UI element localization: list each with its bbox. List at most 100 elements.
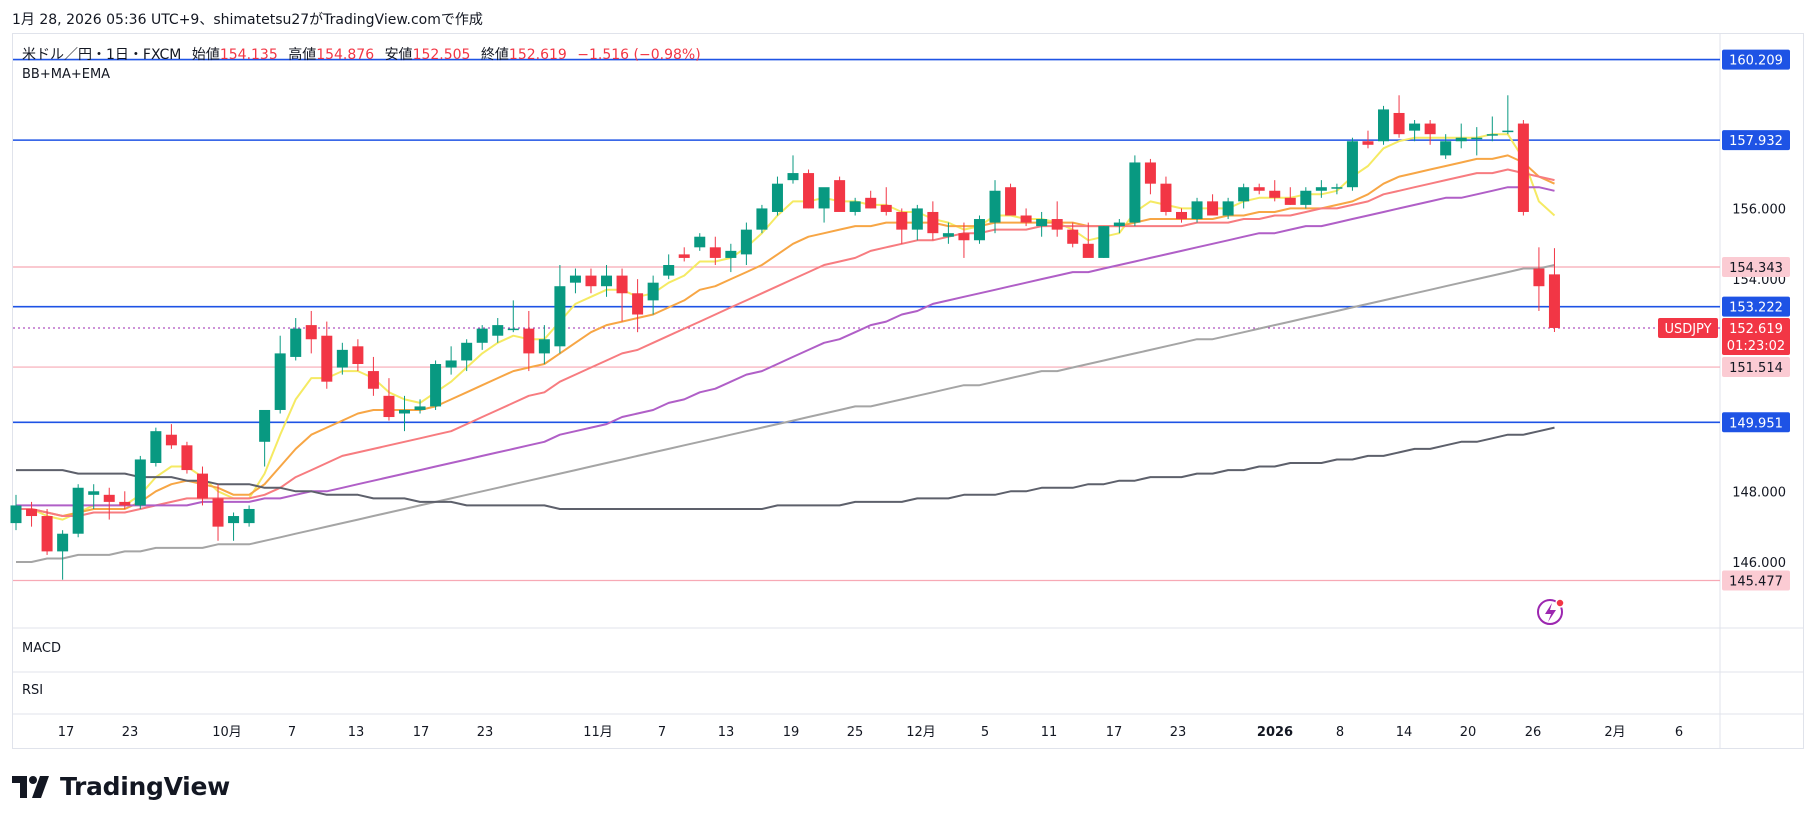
level-tag <box>1722 49 1790 70</box>
high-label: 高値 <box>288 47 317 63</box>
candle-body <box>1051 219 1063 230</box>
candle-body <box>1067 229 1079 244</box>
candle-body <box>523 328 535 354</box>
horizontal-levels <box>13 34 1803 748</box>
x-tick-label: 2月 <box>1604 725 1625 740</box>
candle-body <box>616 275 628 294</box>
candle-body <box>538 339 550 354</box>
candle-body <box>647 282 659 301</box>
x-tick-label: 23 <box>1170 725 1187 740</box>
candle-body <box>663 265 675 276</box>
candle-body <box>1533 268 1545 287</box>
alert-circle <box>1537 599 1563 625</box>
tradingview-brand[interactable]: TradingView <box>12 772 230 801</box>
candle-body <box>150 431 162 463</box>
time-axis: 17 23 10月 7 13 17 23 11月 7 13 19 25 12月 5 11 17 23 2026 8 1… <box>58 725 1683 740</box>
symbol-name[interactable]: 米ドル／円・1日・FXCM <box>22 47 182 63</box>
y-tick-label: 156.000 <box>1732 202 1786 217</box>
x-tick-label: 14 <box>1396 725 1413 740</box>
x-tick-label: 8 <box>1336 725 1344 740</box>
candle-body <box>1331 187 1343 189</box>
candle-body <box>1424 123 1436 135</box>
candle-body <box>41 516 53 552</box>
candle-body <box>1144 162 1156 184</box>
candle-body <box>1253 187 1265 191</box>
ma-line-ma-100 <box>16 264 1555 563</box>
candle-body <box>989 190 1001 223</box>
candle-body <box>896 211 908 230</box>
candle-body <box>787 173 799 181</box>
candle-body <box>290 328 302 357</box>
candle-body <box>740 229 752 255</box>
x-tick-label: 19 <box>783 725 800 740</box>
chart-caption: 1月 28, 2026 05:36 UTC+9、shimatetsu27がTra… <box>12 12 483 28</box>
candle-body <box>1191 201 1203 220</box>
candle-body <box>461 342 473 361</box>
close-value: 152.619 <box>508 47 567 63</box>
candle-body <box>1409 123 1421 131</box>
candle-body <box>1222 201 1234 216</box>
indicator-title[interactable]: BB+MA+EMA <box>22 67 111 82</box>
candle-body <box>1346 141 1358 188</box>
high-value: 154.876 <box>316 47 375 63</box>
chart-frame[interactable] <box>12 33 1804 749</box>
level-tag-label: 151.514 <box>1729 361 1783 376</box>
rsi-pane-label[interactable]: RSI <box>22 683 44 698</box>
candle-body <box>927 211 939 234</box>
candle-body <box>181 445 193 471</box>
x-tick-label: 26 <box>1525 725 1542 740</box>
x-tick-label: 25 <box>847 725 864 740</box>
candle-body <box>26 508 38 517</box>
moving-average-lines <box>16 133 1556 563</box>
brand-name: TradingView <box>60 772 230 801</box>
level-tag-label: 153.222 <box>1729 301 1783 316</box>
candle-body <box>554 286 566 347</box>
candle-body <box>834 180 846 212</box>
candle-body <box>367 371 379 389</box>
candle-body <box>818 187 830 209</box>
lightning-bolt <box>1545 603 1556 622</box>
candle-body <box>1269 190 1281 198</box>
x-tick-label: 10月 <box>212 725 242 740</box>
symbol-tag <box>1658 317 1718 338</box>
candle-body <box>1455 137 1467 142</box>
candle-body <box>352 346 364 364</box>
level-tags: 160.209 157.932 154.343 153.222 151.514 149.9… <box>1537 49 1790 625</box>
symbol-legend[interactable]: 米ドル／円・1日・FXCM 始値154.135 高値154.876 安値152.… <box>22 44 701 64</box>
macd-pane-label[interactable]: MACD <box>22 641 61 656</box>
candle-body <box>10 505 22 524</box>
x-tick-label: 23 <box>122 725 139 740</box>
candle-body <box>1440 141 1452 156</box>
candle-body <box>632 293 644 315</box>
price-tag <box>1722 317 1790 355</box>
candle-body <box>1393 112 1405 135</box>
candle-body <box>119 501 131 506</box>
candle-body <box>1020 215 1032 223</box>
ma-line-ema-mid <box>16 154 1555 517</box>
level-tag <box>1722 130 1790 151</box>
candle-body <box>601 275 613 287</box>
candle-body <box>57 533 69 552</box>
alert-dot <box>1555 598 1565 608</box>
level-tag <box>1722 296 1790 317</box>
open-label: 始値 <box>191 47 220 63</box>
level-tag-label: 145.477 <box>1729 574 1783 589</box>
low-value: 152.505 <box>412 47 471 63</box>
level-tag <box>1722 357 1790 378</box>
level-tag-label: 157.932 <box>1729 134 1783 149</box>
candle-body <box>1471 137 1483 140</box>
x-tick-label: 7 <box>288 725 296 740</box>
candle-body <box>88 491 100 495</box>
level-tag-label: 149.951 <box>1729 416 1783 431</box>
candle-body <box>725 250 737 258</box>
candle-body <box>1362 141 1374 145</box>
candle-body <box>134 459 146 506</box>
candle-body <box>430 364 442 407</box>
ma-line-ma-50 <box>16 186 1555 507</box>
candle-body <box>1036 219 1048 227</box>
x-tick-label: 7 <box>658 725 666 740</box>
x-tick-label: 11 <box>1041 725 1058 740</box>
candle-body <box>321 335 333 382</box>
candle-body <box>803 173 815 209</box>
